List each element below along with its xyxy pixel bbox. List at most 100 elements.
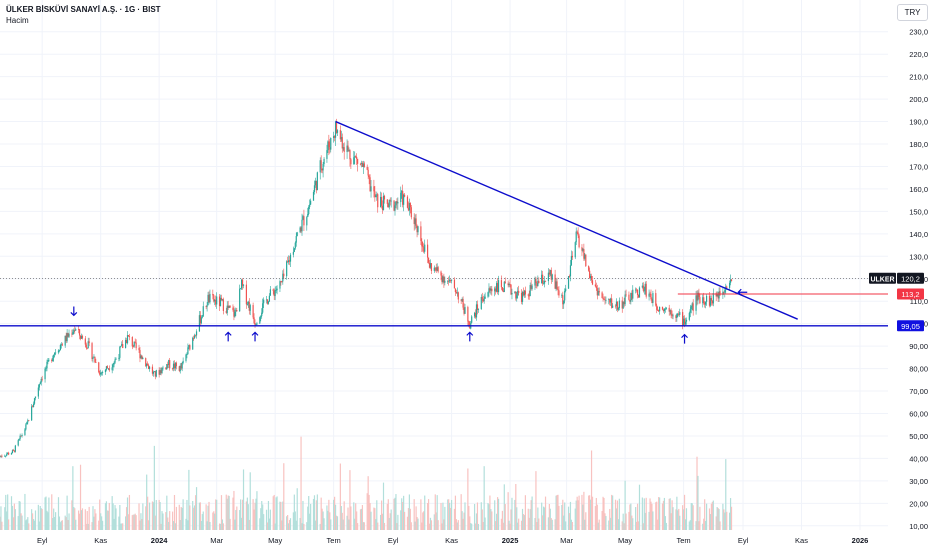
volume-bar	[148, 502, 151, 530]
candle-body	[265, 299, 268, 301]
candle-body	[420, 226, 422, 242]
candle-body	[663, 308, 666, 312]
candle-body	[314, 180, 317, 186]
candle-body	[32, 403, 35, 408]
volume-indicator-label: Hacim	[6, 16, 29, 25]
volume-bar	[296, 488, 298, 530]
candle-body	[346, 145, 348, 152]
candle-body	[531, 285, 533, 289]
last-price-tag: 120,2	[901, 274, 920, 283]
candle-body	[632, 289, 634, 299]
candle-body	[68, 333, 70, 337]
candle-body	[576, 231, 578, 233]
volume-bar	[159, 502, 161, 530]
volume-bar	[380, 500, 383, 530]
candle-body	[368, 175, 370, 178]
candle-body	[529, 285, 531, 297]
candle-body	[201, 316, 203, 318]
volume-bar	[155, 500, 157, 530]
candle-body	[457, 292, 459, 300]
volume-bar	[67, 519, 69, 530]
candle-body	[717, 293, 719, 299]
volume-bar	[702, 523, 704, 530]
volume-bar	[711, 501, 713, 530]
volume-bar	[641, 497, 643, 530]
volume-bar	[312, 498, 315, 530]
candle-body	[516, 295, 518, 299]
volume-bar	[549, 508, 551, 530]
candle-body	[424, 244, 426, 252]
volume-bar	[420, 499, 422, 530]
candle-body	[435, 267, 437, 271]
candle-body	[323, 158, 325, 165]
volume-bar	[1, 521, 3, 530]
price-tick-label: 10,00	[909, 522, 928, 531]
volume-bar	[467, 468, 469, 530]
volume-bar	[370, 511, 372, 530]
volume-bar	[11, 505, 14, 530]
candle-body	[354, 156, 356, 158]
volume-bar	[54, 517, 56, 530]
volume-bar	[507, 492, 509, 530]
price-tick-label: 170,0	[909, 162, 928, 171]
candle-body	[27, 420, 29, 423]
volume-bar	[340, 506, 342, 530]
candle-body	[127, 335, 130, 337]
candle-body	[575, 231, 577, 243]
arrow-marker-icon	[70, 306, 78, 317]
volume-bar	[656, 501, 658, 530]
volume-bar	[46, 510, 48, 530]
volume-bar	[165, 512, 167, 530]
candle-body	[4, 455, 6, 457]
price-tick-label: 30,00	[909, 477, 928, 486]
candle-body	[125, 339, 128, 344]
candle-body	[495, 288, 497, 292]
candle-body	[106, 366, 108, 369]
volume-bar	[64, 515, 66, 530]
volume-bar	[145, 506, 147, 530]
candle-body	[222, 299, 224, 311]
price-tick-label: 90,00	[909, 342, 928, 351]
candle-body	[84, 338, 86, 345]
candle-body	[46, 361, 48, 369]
volume-bar	[565, 521, 567, 530]
volume-bar	[551, 519, 553, 530]
candle-body	[330, 137, 332, 150]
candle-body	[348, 150, 350, 151]
candle-body	[232, 307, 234, 311]
volume-bar	[589, 495, 591, 530]
volume-bar	[247, 504, 249, 530]
candle-body	[122, 344, 124, 349]
candle-body	[315, 180, 317, 191]
candle-body	[482, 299, 484, 302]
candle-body	[637, 294, 640, 298]
candle-body	[208, 294, 210, 303]
price-tick-label: 40,00	[909, 454, 928, 463]
candle-body	[165, 367, 167, 370]
candle-body	[609, 299, 611, 303]
candle-body	[574, 242, 576, 258]
candle-body	[254, 323, 256, 326]
candle-body	[33, 398, 36, 404]
volume-bar	[113, 518, 115, 530]
candle-body	[524, 290, 526, 295]
downtrend-line[interactable]	[335, 120, 798, 320]
volume-bar	[676, 496, 678, 530]
volume-bar	[527, 508, 529, 530]
candle-body	[155, 370, 157, 377]
candle-body	[58, 350, 61, 352]
currency-button[interactable]: TRY	[897, 4, 928, 21]
candle-body	[273, 290, 275, 297]
candle-body	[113, 362, 115, 365]
volume-bar	[677, 510, 679, 530]
candle-body	[195, 331, 198, 336]
candle-body	[578, 235, 580, 248]
volume-bar	[206, 521, 208, 530]
volume-bar	[215, 499, 217, 530]
volume-bar	[174, 523, 177, 530]
candle-body	[427, 257, 430, 263]
volume-bar	[443, 519, 445, 530]
candle-body	[91, 343, 93, 359]
candle-body	[440, 271, 442, 276]
